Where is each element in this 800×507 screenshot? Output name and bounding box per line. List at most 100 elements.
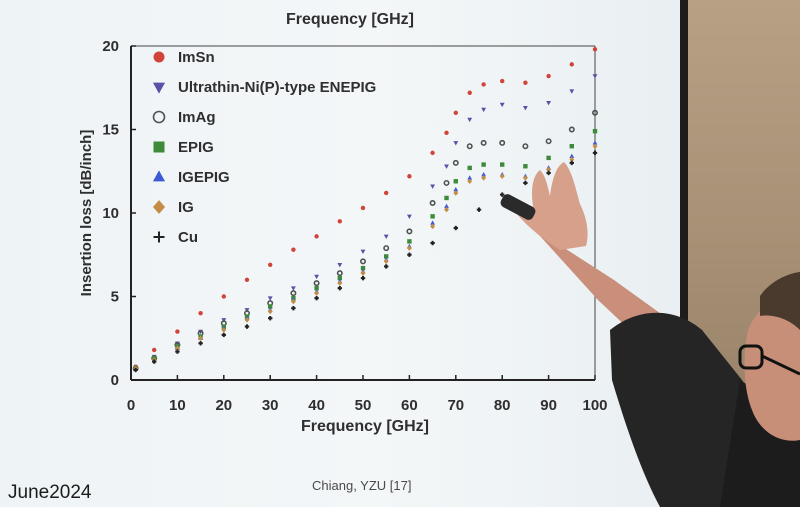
data-point <box>383 258 389 265</box>
presenter-hair <box>760 272 800 330</box>
data-point <box>592 140 598 145</box>
legend-marker <box>153 51 165 63</box>
data-point <box>453 179 458 184</box>
legend-marker <box>153 231 165 243</box>
data-point <box>467 178 473 185</box>
data-point <box>500 162 505 167</box>
data-point <box>444 130 449 136</box>
data-point <box>430 184 436 189</box>
data-point <box>337 280 343 286</box>
data-point <box>175 329 180 334</box>
data-point <box>481 162 486 167</box>
data-point <box>453 190 459 196</box>
x-tick-label: 60 <box>401 397 418 414</box>
data-point <box>268 316 273 321</box>
data-point <box>152 359 157 364</box>
y-tick-label: 0 <box>111 372 119 389</box>
data-point <box>360 270 366 276</box>
data-point <box>430 223 436 230</box>
x-tick-label: 40 <box>308 397 325 414</box>
data-point <box>444 206 449 213</box>
data-point <box>568 126 575 133</box>
data-point <box>569 89 575 94</box>
legend-label: IGEPIG <box>178 169 230 186</box>
data-point <box>291 247 296 252</box>
data-point <box>592 47 598 52</box>
data-point <box>314 295 319 301</box>
data-point <box>592 143 598 149</box>
data-point <box>500 192 505 197</box>
data-point <box>546 166 552 173</box>
data-point <box>569 153 575 158</box>
glasses-arm <box>761 354 800 376</box>
clicker-remote <box>500 194 536 220</box>
data-point <box>444 195 449 201</box>
data-point <box>569 156 575 163</box>
chart-legend: ImSn Ultrathin-Ni(P)-type ENEPIG ImAg EPIG I… <box>152 49 376 246</box>
series-imsn <box>133 47 598 369</box>
legend-label: Ultrathin-Ni(P)-type ENEPIG <box>178 79 376 96</box>
data-point <box>481 171 487 177</box>
data-point <box>591 109 598 116</box>
data-point <box>467 175 473 180</box>
data-point <box>384 254 389 259</box>
series-cu <box>133 150 598 373</box>
data-point <box>569 160 574 166</box>
data-point <box>406 214 412 219</box>
x-tick-label: 30 <box>262 397 279 414</box>
data-point <box>314 234 319 239</box>
data-point <box>221 327 227 333</box>
data-point <box>476 207 482 212</box>
data-point <box>430 220 436 225</box>
data-point <box>337 263 343 268</box>
presenter-head <box>744 291 800 441</box>
y-tick-label: 10 <box>102 205 119 222</box>
data-point <box>198 341 203 346</box>
x-tick-label: 50 <box>355 397 372 414</box>
data-point <box>360 205 366 211</box>
data-point <box>592 128 598 134</box>
legend-marker <box>152 82 166 94</box>
x-tick-label: 0 <box>127 397 135 414</box>
x-tick-label: 90 <box>540 397 557 414</box>
data-point <box>523 80 528 85</box>
data-point <box>198 335 204 341</box>
data-point <box>546 155 551 161</box>
x-tick-label: 10 <box>169 397 186 414</box>
data-point <box>291 305 296 311</box>
presenter-arm <box>540 236 664 332</box>
x-axis-label: Frequency [GHz] <box>301 418 429 435</box>
slide-credit: Chiang, YZU [17] <box>312 478 412 493</box>
y-tick-label: 20 <box>102 38 119 55</box>
data-point <box>545 138 552 145</box>
data-point <box>290 298 296 305</box>
data-point <box>592 74 598 79</box>
data-point <box>383 245 390 252</box>
data-point <box>430 150 435 156</box>
data-point <box>337 275 342 281</box>
data-point <box>523 164 528 169</box>
data-point <box>546 73 551 79</box>
data-point <box>499 139 506 146</box>
data-point <box>314 274 320 280</box>
data-point <box>453 141 459 146</box>
presenter-hand <box>512 162 588 250</box>
data-point <box>359 258 366 265</box>
data-point <box>481 82 486 87</box>
data-point <box>407 239 412 244</box>
data-point <box>384 264 389 269</box>
data-point <box>480 139 487 146</box>
data-point <box>244 277 250 282</box>
data-point <box>314 285 319 291</box>
x-tick-label: 70 <box>447 397 464 414</box>
data-point <box>444 203 449 209</box>
data-point <box>406 228 413 235</box>
data-point <box>267 296 273 301</box>
data-point <box>313 280 320 287</box>
legend-label: IG <box>178 199 194 216</box>
data-point <box>221 294 226 299</box>
data-point <box>152 347 157 353</box>
